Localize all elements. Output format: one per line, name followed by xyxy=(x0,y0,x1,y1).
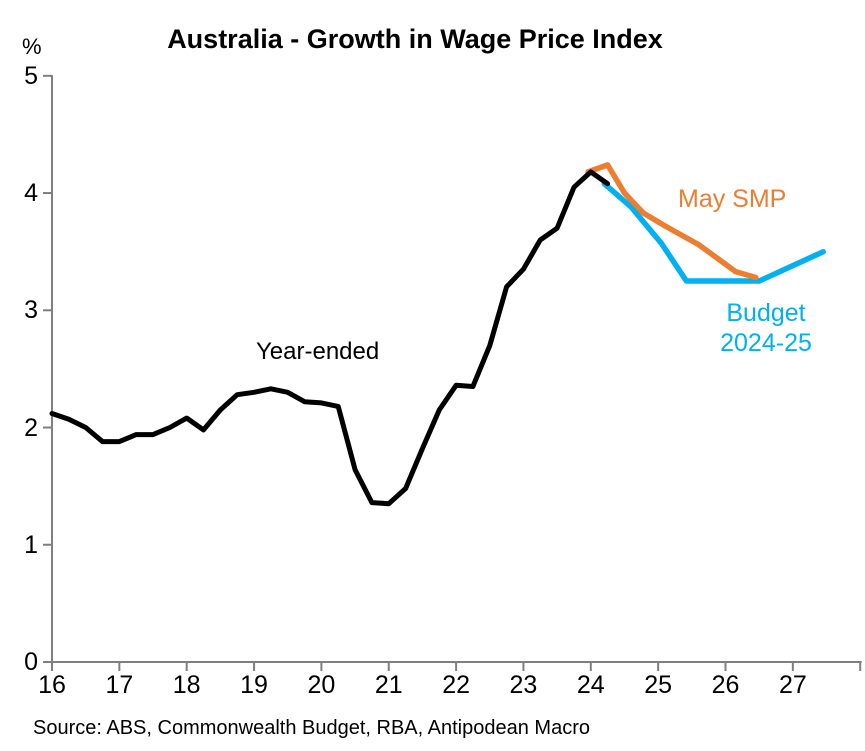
x-tick-label: 20 xyxy=(307,671,336,699)
series-line-budget-2024-25 xyxy=(601,180,826,284)
y-tick-label: 2 xyxy=(24,413,38,442)
x-tick-label: 17 xyxy=(105,671,134,699)
series-label-may-smp: May SMP xyxy=(678,185,787,213)
y-tick-label: 3 xyxy=(24,296,38,325)
series-line-year-ended xyxy=(49,169,611,507)
x-tick-label: 16 xyxy=(38,671,66,699)
x-tick-label: 22 xyxy=(442,671,470,699)
x-tick-label: 27 xyxy=(778,671,807,699)
x-tick-label: 21 xyxy=(374,671,403,699)
series-label-budget-line1: Budget xyxy=(726,299,806,327)
series-label-budget: Budget 2024-25 xyxy=(700,298,832,358)
y-tick-label: 5 xyxy=(24,61,38,90)
x-tick-label: 24 xyxy=(576,671,605,699)
x-tick-label: 26 xyxy=(711,671,740,699)
y-tick-label: 1 xyxy=(24,530,38,559)
series-label-year-ended: Year-ended xyxy=(256,338,380,365)
series-label-budget-line2: 2024-25 xyxy=(720,329,812,357)
series-line-may-smp xyxy=(585,162,759,281)
x-tick-label: 23 xyxy=(509,671,538,699)
y-tick-label: 0 xyxy=(24,648,38,676)
x-tick-label: 18 xyxy=(172,671,201,699)
x-tick-label: 25 xyxy=(644,671,673,699)
y-axis-unit-label: % xyxy=(22,34,42,59)
x-tick-label: 19 xyxy=(240,671,268,699)
y-tick-label: 4 xyxy=(24,179,38,208)
chart-title: Australia - Growth in Wage Price Index xyxy=(167,24,663,54)
source-attribution: Source: ABS, Commonwealth Budget, RBA, A… xyxy=(33,717,590,739)
